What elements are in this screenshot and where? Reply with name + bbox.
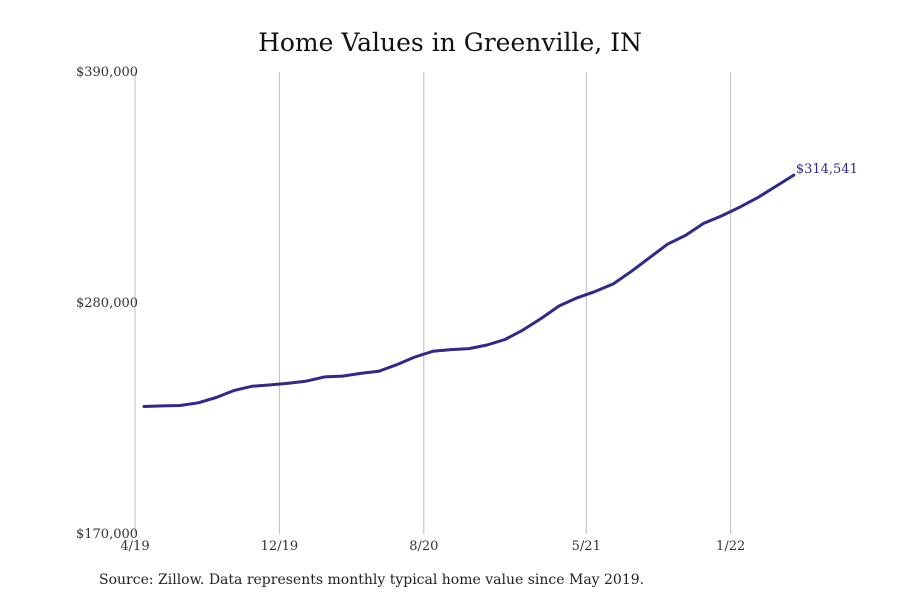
grid-layer xyxy=(134,72,732,534)
source-note: Source: Zillow. Data represents monthly … xyxy=(99,572,645,588)
chart-title: Home Values in Greenville, IN xyxy=(258,28,642,57)
x-tick-label: 1/22 xyxy=(716,539,745,554)
y-tick-label: $280,000 xyxy=(76,296,138,311)
x-tick-label: 5/21 xyxy=(572,539,601,554)
series-line xyxy=(142,173,796,408)
y-tick-label: $390,000 xyxy=(76,65,138,80)
y-axis-ticks: $170,000 $280,000 $390,000 xyxy=(76,65,138,542)
y-tick-label: $170,000 xyxy=(76,527,138,542)
x-tick-label: 12/19 xyxy=(261,539,298,554)
x-tick-label: 8/20 xyxy=(409,539,438,554)
x-axis-ticks: 4/19 12/19 8/20 5/21 1/22 xyxy=(120,539,745,554)
x-tick-label: 4/19 xyxy=(120,539,149,554)
end-value-label: $314,541 xyxy=(796,162,858,177)
